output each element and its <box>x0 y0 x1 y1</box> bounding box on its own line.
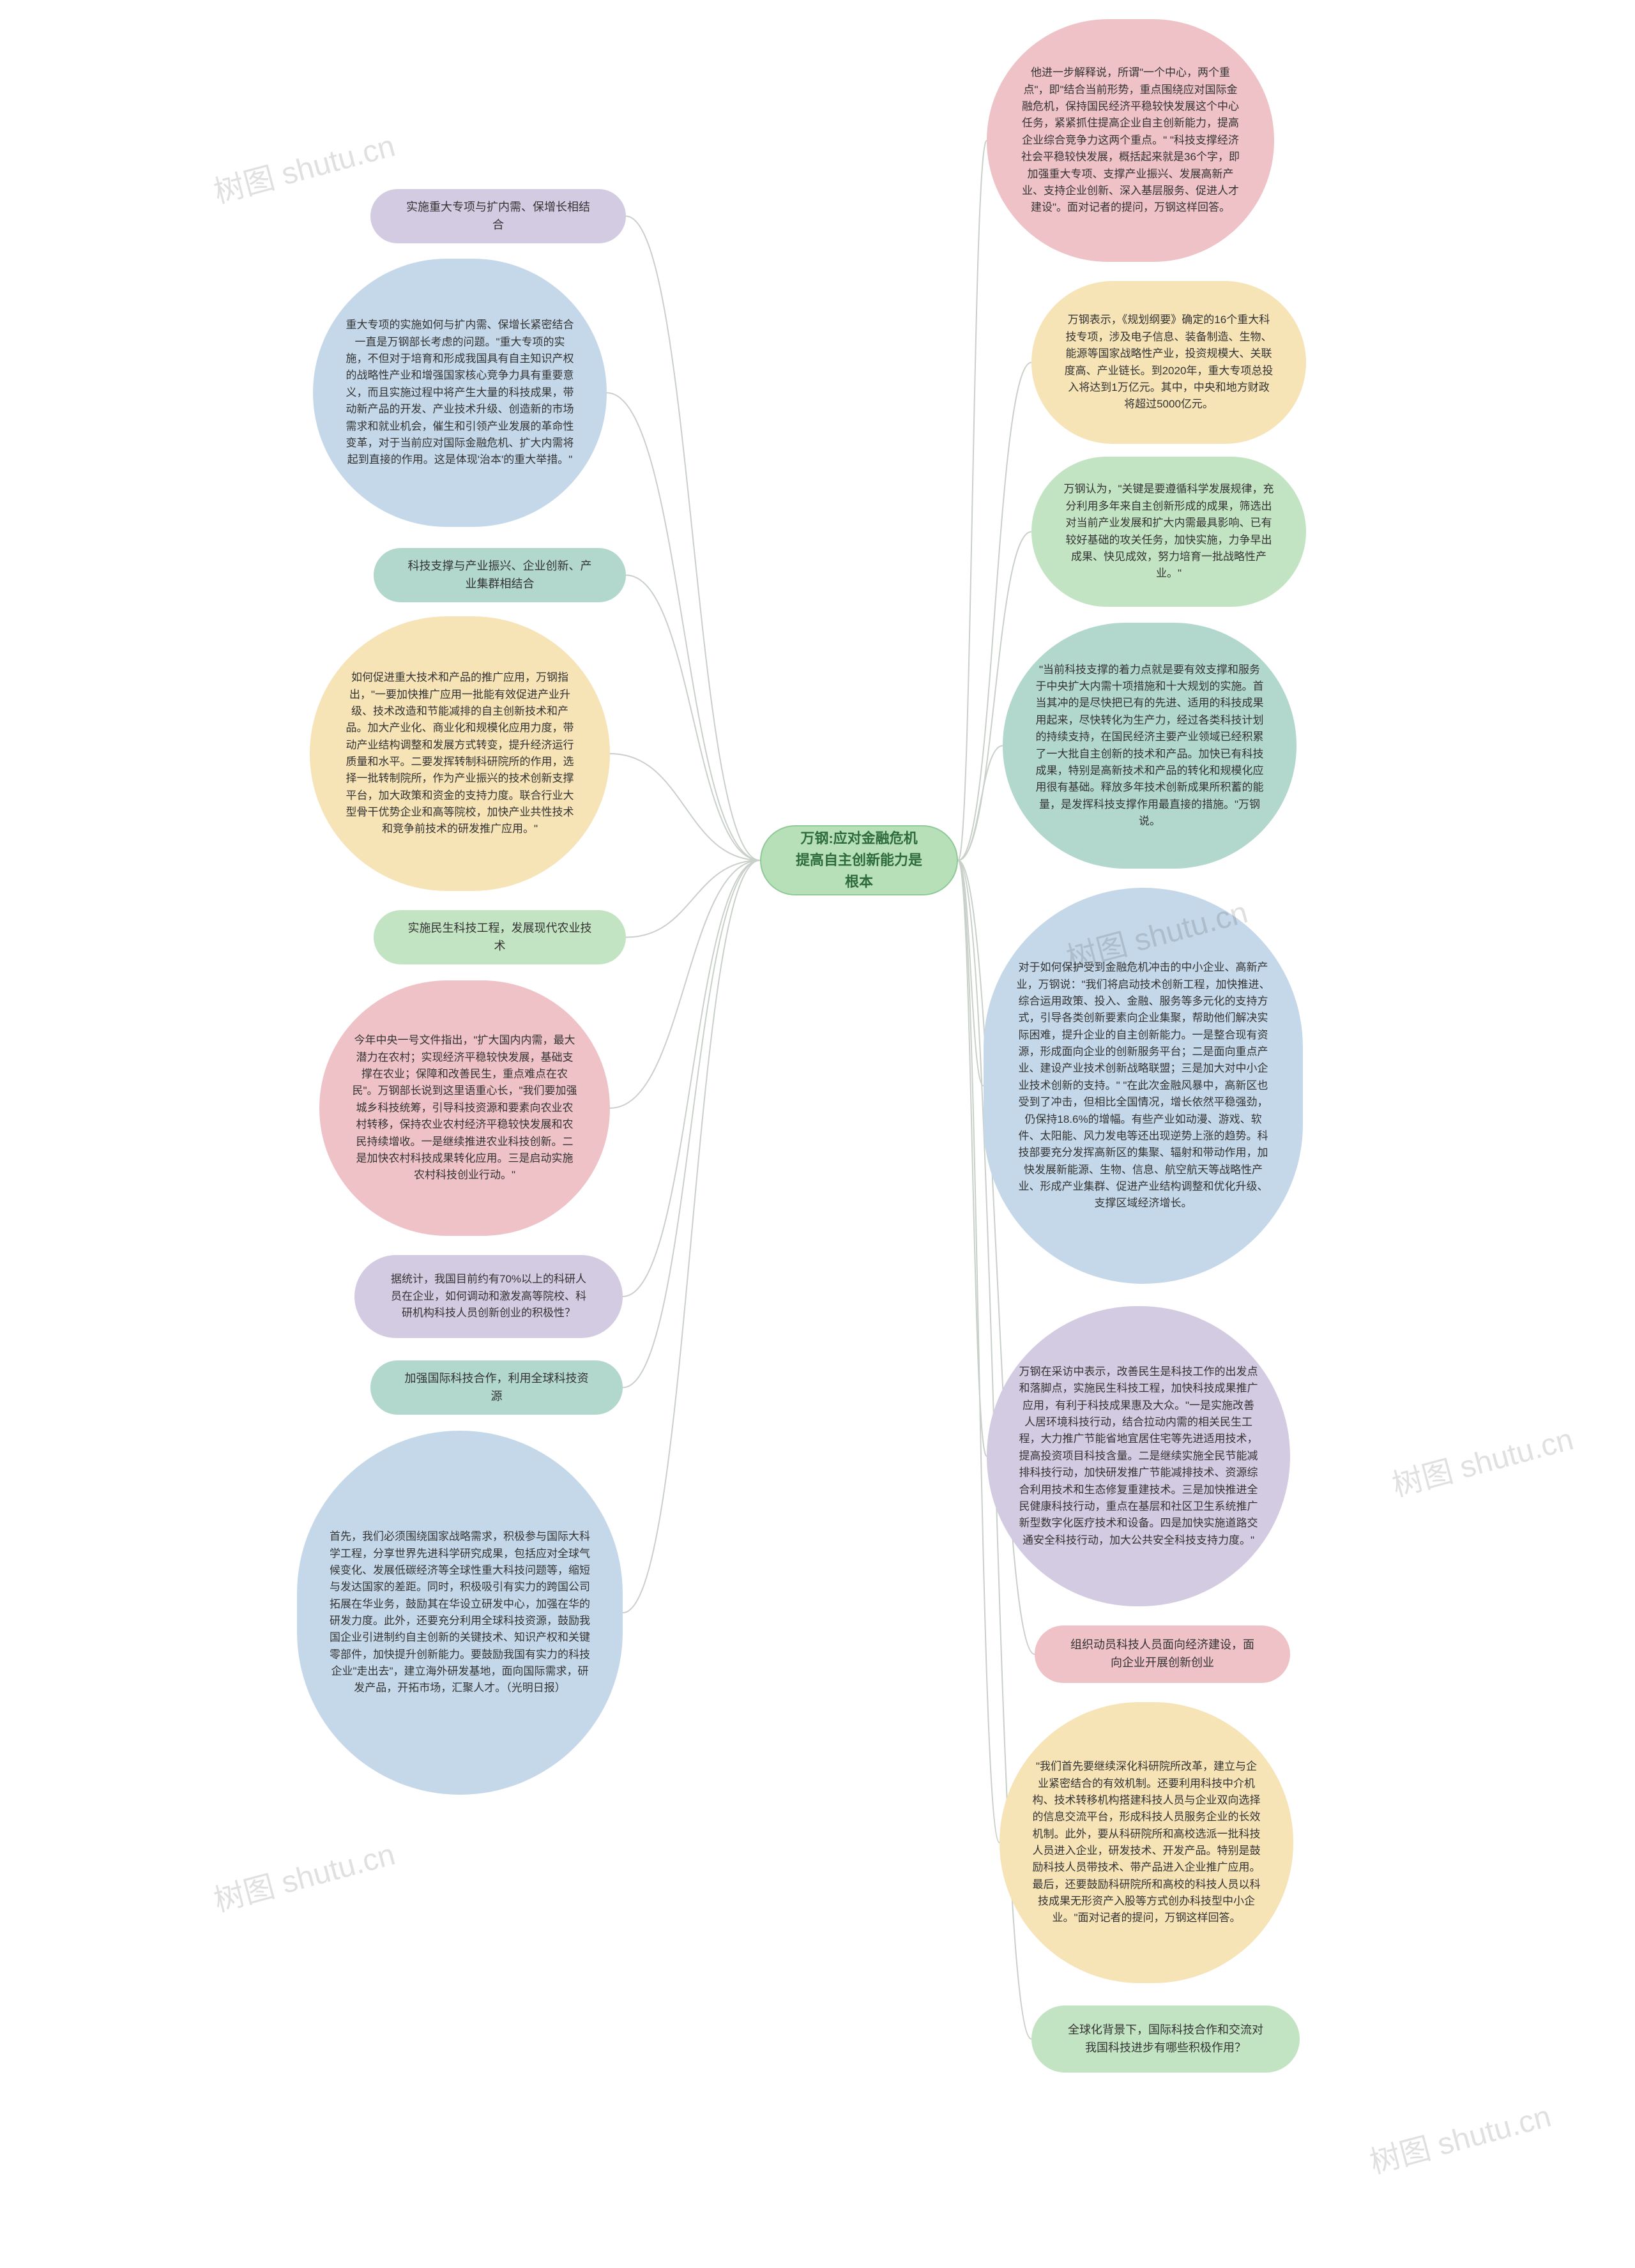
node-text: 据统计，我国目前约有70%以上的科研人员在企业，如何调动和激发高等院校、科研机构… <box>386 1271 591 1321</box>
left-node-0: 实施重大专项与扩内需、保增长相结合 <box>370 189 626 243</box>
node-text: 对于如何保护受到金融危机冲击的中小企业、高新产业，万钢说："我们将启动技术创新工… <box>1015 959 1271 1212</box>
node-text: "我们首先要继续深化科研院所改革，建立与企业紧密结合的有效机制。还要利用科技中介… <box>1031 1758 1261 1926</box>
node-text: 今年中央一号文件指出，"扩大国内内需，最大潜力在农村；实现经济平稳较快发展，基础… <box>351 1032 578 1183</box>
right-node-4: 对于如何保护受到金融危机冲击的中小企业、高新产业，万钢说："我们将启动技术创新工… <box>984 888 1303 1284</box>
node-text: 重大专项的实施如何与扩内需、保增长紧密结合一直是万钢部长考虑的问题。"重大专项的… <box>345 317 575 468</box>
left-node-3: 如何促进重大技术和产品的推广应用，万钢指出，"一要加快推广应用一批能有效促进产业… <box>310 616 610 891</box>
watermark: 树图 shutu.cn <box>1364 2091 1555 2182</box>
left-node-2: 科技支撑与产业振兴、企业创新、产业集群相结合 <box>374 548 626 602</box>
right-node-1: 万钢表示，《规划纲要》确定的16个重大科技专项，涉及电子信息、装备制造、生物、能… <box>1031 281 1306 444</box>
right-node-0: 他进一步解释说，所谓"一个中心，两个重点"，即"结合当前形势，重点围绕应对国际金… <box>987 19 1274 262</box>
link-layer <box>0 0 1635 2268</box>
node-text: 科技支撑与产业振兴、企业创新、产业集群相结合 <box>406 558 594 593</box>
left-node-7: 加强国际科技合作，利用全球科技资源 <box>370 1360 623 1415</box>
center-node: 万钢:应对金融危机 提高自主创新能力是根本 <box>760 825 958 895</box>
left-node-5: 今年中央一号文件指出，"扩大国内内需，最大潜力在农村；实现经济平稳较快发展，基础… <box>319 980 610 1236</box>
node-text: 万钢:应对金融危机 提高自主创新能力是根本 <box>793 828 925 893</box>
node-text: 他进一步解释说，所谓"一个中心，两个重点"，即"结合当前形势，重点围绕应对国际金… <box>1019 65 1242 216</box>
right-node-7: "我们首先要继续深化科研院所改革，建立与企业紧密结合的有效机制。还要利用科技中介… <box>1000 1702 1293 1983</box>
mindmap-canvas: 万钢:应对金融危机 提高自主创新能力是根本 他进一步解释说，所谓"一个中心，两个重… <box>0 0 1635 2268</box>
left-node-6: 据统计，我国目前约有70%以上的科研人员在企业，如何调动和激发高等院校、科研机构… <box>354 1255 623 1338</box>
node-text: 加强国际科技合作，利用全球科技资源 <box>402 1370 591 1406</box>
right-node-8: 全球化背景下，国际科技合作和交流对我国科技进步有哪些积极作用？ <box>1031 2005 1300 2073</box>
node-text: "当前科技支撑的着力点就是要有效支撑和服务于中央扩大内需十项措施和十大规划的实施… <box>1035 662 1265 830</box>
left-node-1: 重大专项的实施如何与扩内需、保增长紧密结合一直是万钢部长考虑的问题。"重大专项的… <box>313 259 607 527</box>
node-text: 如何促进重大技术和产品的推广应用，万钢指出，"一要加快推广应用一批能有效促进产业… <box>342 669 578 837</box>
node-text: 万钢表示，《规划纲要》确定的16个重大科技专项，涉及电子信息、装备制造、生物、能… <box>1063 312 1274 413</box>
node-text: 全球化背景下，国际科技合作和交流对我国科技进步有哪些积极作用？ <box>1063 2021 1268 2057</box>
right-node-6: 组织动员科技人员面向经济建设，面向企业开展创新创业 <box>1035 1625 1290 1683</box>
node-text: 首先，我们必须围绕国家战略需求，积极参与国际大科学工程，分享世界先进科学研究成果… <box>329 1528 591 1696</box>
watermark: 树图 shutu.cn <box>208 121 399 212</box>
right-node-2: 万钢认为，"关键是要遵循科学发展规律，充分利用多年来自主创新形成的成果，筛选出对… <box>1031 457 1306 607</box>
right-node-5: 万钢在采访中表示，改善民生是科技工作的出发点和落脚点，实施民生科技工程，加快科技… <box>987 1306 1290 1606</box>
left-node-8: 首先，我们必须围绕国家战略需求，积极参与国际大科学工程，分享世界先进科学研究成果… <box>297 1431 623 1795</box>
left-node-4: 实施民生科技工程，发展现代农业技术 <box>374 910 626 964</box>
watermark: 树图 shutu.cn <box>1387 1414 1578 1505</box>
node-text: 万钢在采访中表示，改善民生是科技工作的出发点和落脚点，实施民生科技工程，加快科技… <box>1019 1364 1258 1549</box>
right-node-3: "当前科技支撑的着力点就是要有效支撑和服务于中央扩大内需十项措施和十大规划的实施… <box>1003 623 1297 869</box>
node-text: 组织动员科技人员面向经济建设，面向企业开展创新创业 <box>1067 1636 1258 1672</box>
watermark: 树图 shutu.cn <box>208 1829 399 1921</box>
node-text: 实施重大专项与扩内需、保增长相结合 <box>402 199 594 234</box>
node-text: 实施民生科技工程，发展现代农业技术 <box>406 920 594 955</box>
node-text: 万钢认为，"关键是要遵循科学发展规律，充分利用多年来自主创新形成的成果，筛选出对… <box>1063 481 1274 582</box>
